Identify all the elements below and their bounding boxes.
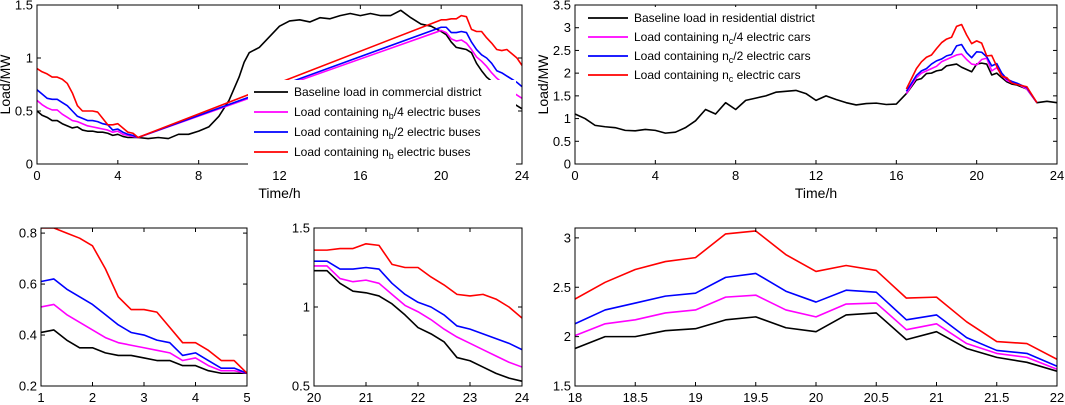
x-tick-label: 24 bbox=[515, 168, 529, 183]
x-axis-label: Time/h bbox=[795, 185, 837, 201]
y-tick-label: 0.8 bbox=[19, 226, 37, 241]
x-tick-label: 19 bbox=[688, 390, 702, 405]
series-line-load-containing-nb-electric-buses bbox=[314, 243, 522, 319]
series-line-baseline-load-in-residential-district bbox=[575, 62, 1057, 134]
series-line-load-containing-nb-4-electric-buses bbox=[37, 29, 522, 139]
legend-label-load-containing-nb-4-electric-buses: Load containing nb/4 electric buses bbox=[294, 105, 480, 121]
x-tick-label: 22 bbox=[411, 390, 425, 405]
y-tick-label: 2 bbox=[564, 66, 571, 81]
series-line-load-containing-nb-4-electric-buses bbox=[41, 303, 247, 375]
series-line-load-containing-nb-electric-buses bbox=[41, 228, 247, 374]
x-tick-label: 0 bbox=[571, 168, 578, 183]
x-tick-label: 4 bbox=[192, 390, 199, 405]
y-tick-label: 2.5 bbox=[553, 280, 571, 295]
series-line-load-containing-nc-4-electric-cars bbox=[905, 53, 1038, 104]
x-tick-label: 20 bbox=[969, 168, 983, 183]
panel-commercial-zoom-evening: 20 21 22 23 24 0.5 1 1.5 bbox=[292, 221, 529, 405]
series-line-load-containing-nc-electric-cars bbox=[905, 23, 1038, 104]
series-line-load-containing-nc-4-electric-cars bbox=[575, 294, 1057, 370]
y-axis-label: Load/MW bbox=[535, 54, 551, 115]
axes-frame bbox=[313, 227, 523, 387]
legend-label-baseline-load-in-commercial-district: Baseline load in commercial district bbox=[294, 85, 482, 99]
x-tick-label: 4 bbox=[114, 168, 121, 183]
y-tick-label: 0.5 bbox=[15, 104, 33, 119]
panel-residential-load: 0 4 8 12 16 20 24 0 0.5 1 1.5 2 2.5 3 3.5 Time/h Load/MW… bbox=[535, 0, 1064, 201]
y-tick-label: 3.5 bbox=[553, 0, 571, 13]
y-tick-label: 1.5 bbox=[553, 379, 571, 394]
series-line-load-containing-nb-2-electric-buses bbox=[41, 278, 247, 375]
series-line-baseline-load-in-residential-district bbox=[575, 312, 1057, 372]
y-tick-label: 1 bbox=[303, 300, 310, 315]
legend-label-baseline-load-in-residential-district: Baseline load in residential district bbox=[634, 11, 815, 25]
series-line-load-containing-nc-2-electric-cars bbox=[575, 272, 1057, 367]
x-tick-label: 8 bbox=[732, 168, 739, 183]
y-tick-label: 1 bbox=[26, 51, 33, 66]
x-tick-label: 16 bbox=[889, 168, 903, 183]
x-tick-label: 16 bbox=[353, 168, 367, 183]
y-tick-label: 1 bbox=[564, 111, 571, 126]
legend-label-load-containing-nc-2-electric-cars: Load containing nc/2 electric cars bbox=[634, 49, 811, 65]
y-tick-label: 0.6 bbox=[19, 277, 37, 292]
x-tick-label: 21.5 bbox=[984, 390, 1009, 405]
legend: Baseline load in residential district Loa… bbox=[583, 7, 815, 89]
axes-frame bbox=[574, 227, 1058, 387]
y-tick-label: 0.5 bbox=[292, 379, 310, 394]
x-tick-label: 24 bbox=[1050, 168, 1064, 183]
series-line-baseline-load-in-commercial-district bbox=[314, 269, 522, 383]
x-axis-label: Time/h bbox=[258, 185, 300, 201]
series-line-load-containing-nb-2-electric-buses bbox=[314, 260, 522, 351]
panel-commercial-zoom-morning: 1 2 3 4 5 0.2 0.4 0.6 0.8 bbox=[19, 226, 251, 405]
y-tick-label: 2.5 bbox=[553, 43, 571, 58]
series-line-load-containing-nb-2-electric-buses bbox=[37, 26, 522, 139]
y-tick-label: 1.5 bbox=[553, 88, 571, 103]
x-tick-label: 18.5 bbox=[623, 390, 648, 405]
y-tick-label: 1.5 bbox=[292, 221, 310, 236]
series-line-load-containing-nb-electric-buses bbox=[37, 14, 522, 139]
x-tick-label: 2 bbox=[89, 390, 96, 405]
panel-commercial-load: 0 4 8 12 16 20 24 0 0.5 1 1.5 Time/h Load/MW Baseline… bbox=[0, 0, 529, 201]
x-tick-label: 3 bbox=[140, 390, 147, 405]
y-tick-label: 0 bbox=[26, 157, 33, 172]
y-tick-label: 0.2 bbox=[19, 379, 37, 394]
x-tick-label: 21 bbox=[359, 390, 373, 405]
y-tick-label: 3 bbox=[564, 20, 571, 35]
y-tick-label: 3 bbox=[564, 230, 571, 245]
series-line-load-containing-nc-electric-cars bbox=[575, 230, 1057, 361]
x-tick-label: 22 bbox=[1050, 390, 1064, 405]
legend-label-load-containing-nc-electric-cars: Load containing nc electric cars bbox=[634, 68, 801, 84]
x-tick-label: 20.5 bbox=[864, 390, 889, 405]
y-tick-label: 0.5 bbox=[553, 134, 571, 149]
x-tick-label: 8 bbox=[195, 168, 202, 183]
x-tick-label: 0 bbox=[33, 168, 40, 183]
x-tick-label: 12 bbox=[809, 168, 823, 183]
y-tick-label: 1.5 bbox=[15, 0, 33, 13]
series-line-baseline-load-in-commercial-district bbox=[37, 9, 522, 140]
x-tick-label: 18 bbox=[568, 390, 582, 405]
x-tick-label: 1 bbox=[37, 390, 44, 405]
x-tick-label: 12 bbox=[272, 168, 286, 183]
x-tick-label: 19.5 bbox=[743, 390, 768, 405]
y-tick-label: 0.4 bbox=[19, 328, 37, 343]
series-line-baseline-load-in-commercial-district bbox=[41, 329, 247, 375]
x-tick-label: 24 bbox=[515, 390, 529, 405]
y-tick-label: 0 bbox=[564, 157, 571, 172]
series-line-load-containing-nb-4-electric-buses bbox=[314, 265, 522, 368]
x-tick-label: 20 bbox=[434, 168, 448, 183]
y-axis-label: Load/MW bbox=[0, 54, 13, 115]
legend-label-load-containing-nb-2-electric-buses: Load containing nb/2 electric buses bbox=[294, 125, 480, 141]
axes-frame bbox=[40, 227, 248, 387]
legend: Baseline load in commercial district Load… bbox=[248, 80, 516, 166]
x-tick-label: 20 bbox=[307, 390, 321, 405]
panel-residential-zoom: 18 18.5 19 19.5 20 20.5 21 21.5 22 1.5 2 2.5 3 bbox=[553, 227, 1064, 405]
x-tick-label: 21 bbox=[929, 390, 943, 405]
y-tick-label: 2 bbox=[564, 329, 571, 344]
x-tick-label: 4 bbox=[652, 168, 659, 183]
x-tick-label: 20 bbox=[809, 390, 823, 405]
x-tick-label: 23 bbox=[463, 390, 477, 405]
legend-label-load-containing-nb-electric-buses: Load containing nb electric buses bbox=[294, 145, 470, 161]
x-tick-label: 5 bbox=[243, 390, 250, 405]
legend-label-load-containing-nc-4-electric-cars: Load containing nc/4 electric cars bbox=[634, 30, 811, 46]
legend-box bbox=[248, 80, 516, 166]
